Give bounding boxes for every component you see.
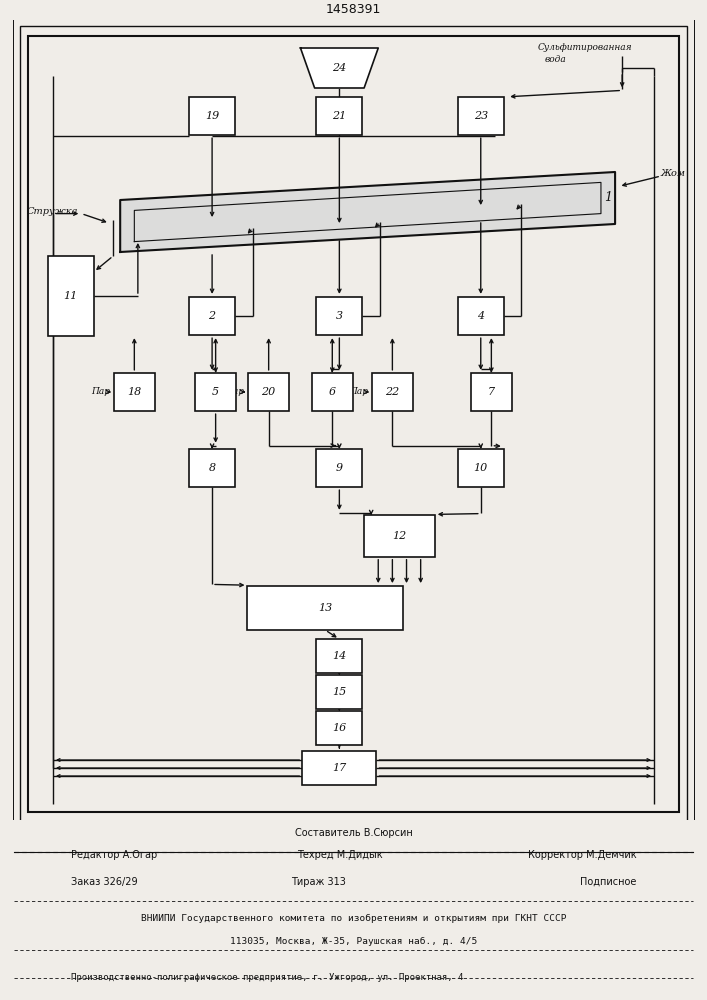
Bar bbox=[317, 97, 362, 135]
Text: Тираж 313: Тираж 313 bbox=[291, 877, 346, 887]
Text: 11: 11 bbox=[64, 291, 78, 301]
Text: Редактор А.Огар: Редактор А.Огар bbox=[71, 850, 157, 860]
Text: Жом: Жом bbox=[661, 169, 686, 178]
Text: 113035, Москва, Ж-35, Раушская наб., д. 4/5: 113035, Москва, Ж-35, Раушская наб., д. … bbox=[230, 937, 477, 946]
Bar bbox=[195, 373, 236, 411]
Text: Пар: Пар bbox=[91, 387, 110, 396]
Bar bbox=[364, 515, 435, 557]
Bar bbox=[317, 297, 362, 335]
Text: 14: 14 bbox=[332, 651, 346, 661]
Text: Подписное: Подписное bbox=[580, 877, 636, 887]
Text: Пар: Пар bbox=[349, 387, 368, 396]
Bar bbox=[189, 297, 235, 335]
Text: 21: 21 bbox=[332, 111, 346, 121]
Bar bbox=[312, 373, 353, 411]
Text: 20: 20 bbox=[262, 387, 276, 397]
Bar bbox=[317, 639, 362, 673]
Text: Заказ 326/29: Заказ 326/29 bbox=[71, 877, 137, 887]
Text: Производственно-полиграфическое предприятие, г. Ужгород, ул. Проектная, 4: Производственно-полиграфическое предприя… bbox=[71, 973, 463, 982]
Bar bbox=[458, 297, 504, 335]
Text: 10: 10 bbox=[474, 463, 488, 473]
Text: 19: 19 bbox=[205, 111, 219, 121]
Text: Стружка: Стружка bbox=[26, 208, 78, 217]
Bar bbox=[248, 373, 289, 411]
Bar bbox=[189, 449, 235, 487]
Text: 1: 1 bbox=[604, 191, 612, 204]
Text: 5: 5 bbox=[212, 387, 219, 397]
Polygon shape bbox=[120, 172, 615, 252]
Text: 16: 16 bbox=[332, 723, 346, 733]
Text: 7: 7 bbox=[488, 387, 495, 397]
Text: 23: 23 bbox=[474, 111, 488, 121]
Text: 15: 15 bbox=[332, 687, 346, 697]
Text: 17: 17 bbox=[332, 763, 346, 773]
Text: 8: 8 bbox=[209, 463, 216, 473]
Bar bbox=[48, 256, 93, 336]
Text: 1458391: 1458391 bbox=[326, 3, 381, 16]
Bar bbox=[372, 373, 413, 411]
Text: 24: 24 bbox=[332, 63, 346, 73]
Bar bbox=[317, 711, 362, 745]
Text: вода: вода bbox=[544, 55, 566, 64]
Text: 12: 12 bbox=[392, 531, 407, 541]
Text: 13: 13 bbox=[318, 603, 332, 613]
Text: Пар: Пар bbox=[226, 387, 245, 396]
Text: Техред М.Дидык: Техред М.Дидык bbox=[297, 850, 382, 860]
Text: Сульфитированная: Сульфитированная bbox=[537, 43, 632, 52]
Text: Составитель В.Сюрсин: Составитель В.Сюрсин bbox=[295, 828, 412, 838]
Bar bbox=[303, 751, 376, 785]
Bar bbox=[247, 586, 403, 630]
Text: Корректор М.Демчик: Корректор М.Демчик bbox=[527, 850, 636, 860]
Bar bbox=[114, 373, 155, 411]
Text: 6: 6 bbox=[329, 387, 336, 397]
Bar bbox=[317, 449, 362, 487]
Text: 3: 3 bbox=[336, 311, 343, 321]
Bar bbox=[317, 675, 362, 709]
Text: 4: 4 bbox=[477, 311, 484, 321]
Polygon shape bbox=[300, 48, 378, 88]
Text: ВНИИПИ Государственного комитета по изобретениям и открытиям при ГКНТ СССР: ВНИИПИ Государственного комитета по изоб… bbox=[141, 914, 566, 923]
Text: 9: 9 bbox=[336, 463, 343, 473]
Text: 18: 18 bbox=[127, 387, 141, 397]
Bar bbox=[458, 449, 504, 487]
Text: 2: 2 bbox=[209, 311, 216, 321]
Bar bbox=[189, 97, 235, 135]
Bar bbox=[471, 373, 512, 411]
Text: 22: 22 bbox=[385, 387, 399, 397]
Bar bbox=[458, 97, 504, 135]
